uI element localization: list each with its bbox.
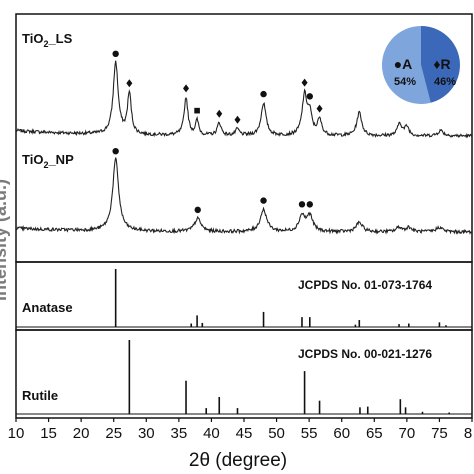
pie-slice-anatase (381, 25, 431, 104)
x-axis-label: 2θ (degree) (189, 450, 287, 471)
x-axis-ticks: 10 15 20 25 30 35 40 45 50 55 60 65 70 75 8 (8, 418, 473, 442)
tio2-np-marker-circle-1 (194, 206, 201, 214)
x-tick-label-65: 65 (366, 425, 383, 442)
label-tio2-ls: TiO2_LS (22, 31, 73, 49)
x-tick-label-75: 75 (431, 425, 448, 442)
x-tick-label-70: 70 (399, 425, 416, 442)
rutile-reference-sticks (16, 340, 472, 415)
series-line-tio2-ls (15, 60, 473, 139)
pie-label-anatase: ●A (394, 56, 413, 72)
x-tick-label-55: 55 (301, 425, 318, 442)
panel-frame-anatase (15, 261, 473, 331)
tio2-ls-marker-circle-6 (260, 90, 267, 98)
tio2-np-marker-circle-2 (260, 197, 267, 204)
x-tick-label-30: 30 (138, 425, 155, 442)
tio2-ls-marker-circle-0 (112, 50, 119, 58)
x-tick-label-80: 8 (464, 425, 472, 442)
tio2-np-peak-markers (112, 147, 313, 214)
panel-frame-rutile (15, 329, 473, 419)
tio2-ls-marker-diamond-9 (316, 104, 323, 113)
series-line-tio2-np (15, 157, 473, 235)
x-tick-label-60: 60 (333, 425, 350, 442)
tio2-np-marker-circle-3 (298, 201, 306, 208)
x-tick-label-35: 35 (171, 425, 188, 442)
x-tick-label-25: 25 (105, 425, 122, 442)
tio2-ls-marker-square-3 (194, 107, 200, 114)
tio2-ls-marker-diamond-5 (234, 115, 241, 124)
x-tick-label-40: 40 (203, 425, 220, 442)
label-rutile: Rutile (22, 388, 58, 403)
tio2-ls-marker-diamond-7 (301, 78, 308, 87)
x-tick-label-45: 45 (236, 425, 253, 442)
pie-label-rutile: ♦R (433, 56, 450, 72)
pie-value-anatase: 54% (394, 76, 416, 88)
phase-fraction-pie: ●A 54% ♦R 46% (381, 25, 460, 104)
tio2-ls-peak-markers (112, 50, 323, 124)
x-tick-label-15: 15 (40, 425, 57, 442)
y-axis-label: Intensity (a.u.) (0, 179, 10, 301)
tio2-np-marker-circle-4 (306, 201, 313, 208)
jcpds-anatase: JCPDS No. 01-073-1764 (298, 278, 432, 292)
pie-value-rutile: 46% (434, 76, 456, 88)
label-anatase: Anatase (22, 300, 73, 315)
x-tick-label-50: 50 (268, 425, 285, 442)
tio2-np-marker-circle-0 (112, 147, 119, 155)
anatase-reference-sticks (16, 269, 472, 328)
tio2-ls-marker-diamond-2 (183, 84, 190, 93)
pie-slice-rutile (421, 26, 460, 103)
tio2-ls-marker-diamond-4 (216, 109, 223, 118)
tio2-ls-marker-circle-8 (306, 93, 313, 100)
x-tick-label-20: 20 (73, 425, 90, 442)
label-tio2-np: TiO2_NP (22, 152, 74, 170)
x-tick-label-10: 10 (8, 425, 25, 442)
jcpds-rutile: JCPDS No. 00-021-1276 (298, 347, 432, 361)
tio2-ls-marker-diamond-1 (126, 79, 133, 88)
